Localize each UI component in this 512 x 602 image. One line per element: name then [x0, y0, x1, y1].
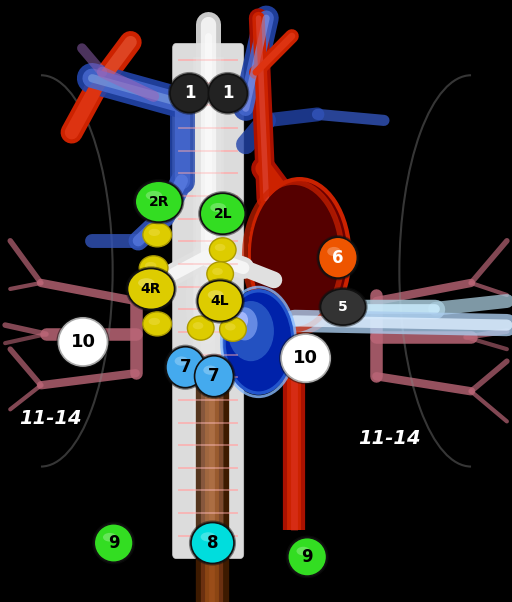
Ellipse shape: [195, 356, 233, 397]
Ellipse shape: [127, 268, 175, 309]
Ellipse shape: [220, 317, 246, 341]
Ellipse shape: [251, 183, 343, 325]
Ellipse shape: [189, 520, 236, 566]
Ellipse shape: [235, 312, 248, 329]
Ellipse shape: [207, 262, 233, 286]
Ellipse shape: [186, 236, 229, 366]
Ellipse shape: [210, 203, 226, 212]
Text: 2R: 2R: [148, 194, 169, 209]
Ellipse shape: [193, 354, 236, 399]
Ellipse shape: [209, 238, 236, 262]
Ellipse shape: [94, 524, 133, 562]
Ellipse shape: [279, 332, 332, 385]
Ellipse shape: [135, 181, 182, 222]
Text: 10: 10: [71, 333, 95, 351]
Ellipse shape: [138, 278, 155, 287]
Ellipse shape: [193, 258, 222, 344]
Ellipse shape: [148, 229, 160, 236]
Ellipse shape: [224, 291, 293, 393]
Ellipse shape: [286, 536, 329, 578]
Text: 6: 6: [332, 249, 344, 267]
Ellipse shape: [143, 312, 172, 336]
Text: 9: 9: [302, 548, 313, 566]
Text: 1: 1: [184, 84, 195, 102]
Text: 11-14: 11-14: [19, 409, 81, 428]
Ellipse shape: [225, 323, 236, 330]
Ellipse shape: [228, 301, 274, 361]
Ellipse shape: [281, 334, 330, 382]
Ellipse shape: [200, 279, 215, 323]
Ellipse shape: [318, 287, 368, 327]
Ellipse shape: [139, 256, 168, 280]
Text: 4R: 4R: [141, 282, 161, 296]
Ellipse shape: [143, 223, 172, 247]
Ellipse shape: [198, 191, 247, 236]
FancyBboxPatch shape: [173, 43, 244, 559]
Ellipse shape: [288, 538, 327, 576]
Ellipse shape: [103, 533, 117, 542]
Ellipse shape: [208, 74, 247, 113]
Ellipse shape: [168, 72, 211, 114]
Ellipse shape: [58, 318, 108, 366]
Ellipse shape: [321, 289, 366, 325]
Text: 8: 8: [207, 534, 218, 552]
Ellipse shape: [249, 179, 349, 332]
Ellipse shape: [92, 521, 135, 565]
Text: 5: 5: [338, 300, 348, 314]
Ellipse shape: [212, 268, 223, 275]
Ellipse shape: [327, 247, 341, 256]
Text: 10: 10: [293, 349, 318, 367]
Ellipse shape: [145, 262, 157, 269]
Ellipse shape: [164, 344, 207, 390]
Ellipse shape: [191, 523, 234, 563]
Ellipse shape: [198, 281, 243, 321]
Ellipse shape: [203, 365, 217, 374]
Text: 11-14: 11-14: [358, 429, 420, 448]
Ellipse shape: [200, 193, 245, 234]
Text: 4L: 4L: [211, 294, 229, 308]
Text: 1: 1: [222, 84, 233, 102]
Ellipse shape: [133, 179, 184, 224]
Ellipse shape: [318, 237, 357, 278]
Ellipse shape: [193, 322, 203, 329]
Text: 7: 7: [208, 367, 220, 385]
Ellipse shape: [296, 547, 310, 556]
Text: 7: 7: [180, 358, 191, 376]
Ellipse shape: [166, 347, 205, 388]
Ellipse shape: [232, 307, 258, 340]
Ellipse shape: [206, 72, 249, 114]
Ellipse shape: [201, 532, 216, 541]
Ellipse shape: [146, 191, 162, 200]
Ellipse shape: [208, 290, 224, 299]
Ellipse shape: [196, 278, 245, 324]
Text: 2L: 2L: [214, 206, 232, 221]
Ellipse shape: [125, 266, 177, 312]
Ellipse shape: [215, 244, 225, 251]
Ellipse shape: [175, 356, 188, 365]
Ellipse shape: [56, 315, 110, 368]
Ellipse shape: [316, 235, 359, 281]
Ellipse shape: [148, 318, 160, 325]
Ellipse shape: [187, 316, 214, 340]
Ellipse shape: [170, 74, 209, 113]
Text: 9: 9: [108, 534, 119, 552]
